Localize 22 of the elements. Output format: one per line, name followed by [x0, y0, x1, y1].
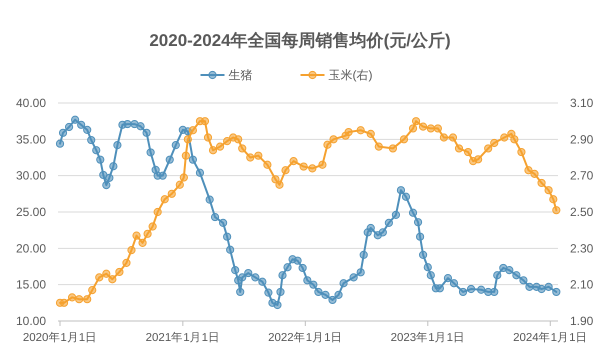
y-tick-label: 35.00 [16, 132, 46, 146]
x-tick-label: 2022年1月1日 [268, 331, 343, 344]
y2-tick-label: 2.10 [570, 278, 594, 292]
x-tick-label: 2020年1月1日 [22, 331, 98, 344]
x-tick-label: 2024年1月1日 [513, 331, 588, 344]
legend-label: 生猪 [228, 68, 252, 82]
y2-tick-label: 2.70 [570, 168, 594, 183]
chart-title: 2020-2024年全国每周销售均价(元/公斤) [149, 31, 451, 50]
y2-tick-label: 2.50 [570, 205, 594, 219]
y-tick-label: 25.00 [16, 205, 46, 219]
y2-tick-label: 2.30 [570, 241, 594, 256]
y-tick-label: 40.00 [16, 96, 46, 110]
y-tick-label: 10.00 [16, 314, 46, 328]
x-tick-label: 2021年1月1日 [146, 331, 220, 344]
y-tick-label: 15.00 [16, 278, 46, 292]
legend-label: 玉米(右) [328, 68, 372, 82]
y-tick-label: 30.00 [16, 168, 46, 183]
y2-tick-label: 1.90 [570, 314, 594, 328]
y2-tick-label: 3.10 [570, 96, 594, 110]
y2-tick-label: 2.90 [570, 132, 594, 146]
y-tick-label: 20.00 [16, 241, 46, 256]
x-tick-label: 2023年1月1日 [390, 331, 465, 344]
